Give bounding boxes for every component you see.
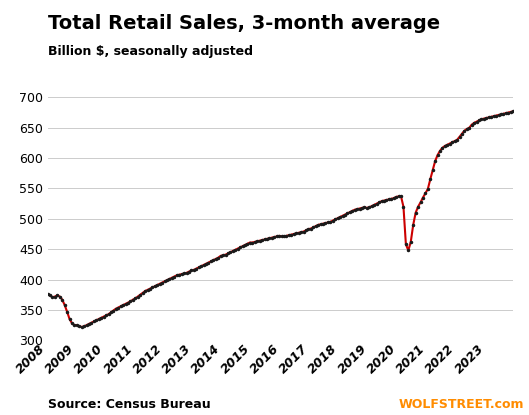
Text: Billion $, seasonally adjusted: Billion $, seasonally adjusted: [48, 45, 253, 58]
Text: Source: Census Bureau: Source: Census Bureau: [48, 398, 210, 411]
Text: Total Retail Sales, 3-month average: Total Retail Sales, 3-month average: [48, 14, 440, 33]
Text: WOLFSTREET.com: WOLFSTREET.com: [398, 398, 524, 411]
